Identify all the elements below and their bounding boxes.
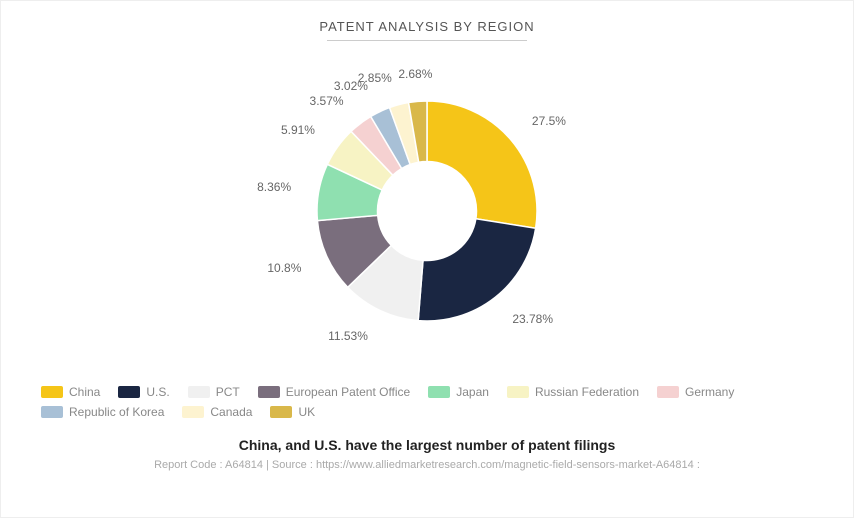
- slice-label: 10.8%: [267, 261, 301, 275]
- donut-svg: [307, 91, 547, 331]
- legend-label: China: [69, 385, 100, 399]
- legend-item: Republic of Korea: [41, 405, 164, 419]
- legend-swatch: [118, 386, 140, 398]
- legend-label: Germany: [685, 385, 734, 399]
- legend-swatch: [507, 386, 529, 398]
- slice-china: [427, 101, 537, 228]
- slice-label: 11.53%: [328, 329, 368, 343]
- legend-swatch: [258, 386, 280, 398]
- legend-item: UK: [270, 405, 315, 419]
- legend: China U.S. PCT European Patent Office Japan R…: [1, 381, 853, 423]
- slice-label: 27.5%: [532, 114, 566, 128]
- slice-u-s-: [418, 219, 535, 321]
- donut-chart: 27.5%23.78%11.53%10.8%8.36%5.91%3.57%3.0…: [307, 91, 547, 331]
- legend-label: UK: [298, 405, 315, 419]
- legend-item: European Patent Office: [258, 385, 411, 399]
- legend-swatch: [188, 386, 210, 398]
- legend-item: Germany: [657, 385, 734, 399]
- legend-swatch: [270, 406, 292, 418]
- legend-swatch: [41, 386, 63, 398]
- slice-label: 23.78%: [512, 312, 553, 326]
- chart-title: PATENT ANALYSIS BY REGION: [1, 1, 853, 34]
- legend-label: U.S.: [146, 385, 169, 399]
- slice-label: 5.91%: [281, 123, 315, 137]
- legend-label: PCT: [216, 385, 240, 399]
- legend-swatch: [182, 406, 204, 418]
- slice-label: 2.68%: [398, 67, 432, 81]
- legend-item: Japan: [428, 385, 489, 399]
- legend-item: China: [41, 385, 100, 399]
- slice-label: 3.57%: [310, 94, 344, 108]
- legend-item: Russian Federation: [507, 385, 639, 399]
- legend-label: Republic of Korea: [69, 405, 164, 419]
- legend-swatch: [428, 386, 450, 398]
- legend-item: U.S.: [118, 385, 169, 399]
- legend-label: Russian Federation: [535, 385, 639, 399]
- slice-label: 8.36%: [257, 180, 291, 194]
- legend-swatch: [657, 386, 679, 398]
- chart-area: 27.5%23.78%11.53%10.8%8.36%5.91%3.57%3.0…: [1, 41, 853, 381]
- slice-label: 2.85%: [358, 71, 392, 85]
- legend-label: European Patent Office: [286, 385, 411, 399]
- legend-label: Canada: [210, 405, 252, 419]
- legend-label: Japan: [456, 385, 489, 399]
- chart-subtitle: China, and U.S. have the largest number …: [1, 437, 853, 453]
- legend-swatch: [41, 406, 63, 418]
- legend-item: PCT: [188, 385, 240, 399]
- legend-item: Canada: [182, 405, 252, 419]
- chart-source: Report Code : A64814 | Source : https://…: [1, 459, 853, 471]
